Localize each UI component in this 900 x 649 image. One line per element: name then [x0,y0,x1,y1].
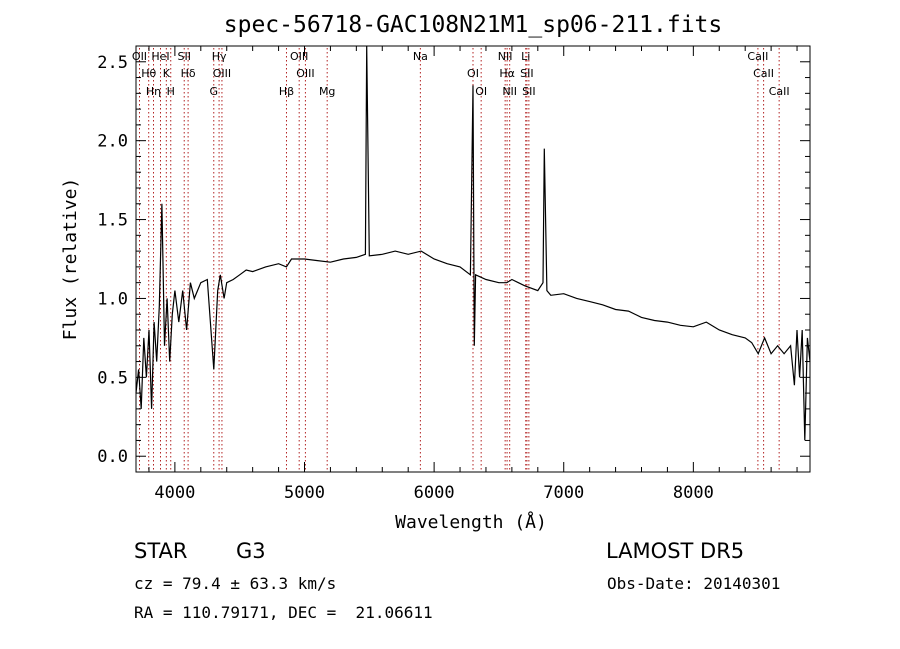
object-class: STAR [134,539,188,563]
spectral-line-label: K [163,67,171,80]
spectral-line-label: Hδ [181,67,196,80]
x-axis-label: Wavelength (Å) [395,511,547,533]
spectral-line-label: OI [475,85,487,98]
spectral-line-label: CaII [747,50,768,63]
spectrum-line [135,45,811,441]
x-tick-label: 4000 [154,483,195,503]
spectral-line-label: NII [498,50,513,63]
spectral-line-label: OIII [296,67,314,80]
spectral-line-label: Hγ [212,50,227,63]
survey-name: LAMOST DR5 [606,539,745,563]
spectral-line-label: HeI [151,50,169,63]
x-tick-label: 8000 [673,483,714,503]
spectral-line-label: Li [521,50,530,63]
observation-date: Obs-Date: 20140301 [607,574,781,593]
redshift-readout: cz = 79.4 ± 63.3 km/s [134,574,337,593]
x-tick-label: 7000 [543,483,584,503]
spectral-line-label: SII [520,67,533,80]
spectral-line-label: Na [413,50,428,63]
x-tick-label: 5000 [284,483,325,503]
spectral-line-label: Mg [319,85,335,98]
spectral-line-label: G [210,85,219,98]
spectral-line-label: Hθ [141,67,156,80]
spectral-line-label: OI [467,67,479,80]
spectral-line-label: OIII [213,67,231,80]
spectral-line-label: SII [522,85,535,98]
spectral-line-label: CaII [753,67,774,80]
y-axis-label: Flux (relative) [60,178,81,341]
spectrum-chart: spec-56718-GAC108N21M1_sp06-211.fits OII… [60,12,811,533]
y-tick-label: 2.0 [97,132,128,152]
y-tick-label: 0.5 [97,368,128,388]
y-tick-label: 1.5 [97,211,128,231]
y-tick-label: 0.0 [97,447,128,467]
y-tick-label: 2.5 [97,53,128,73]
x-tick-label: 6000 [414,483,455,503]
spectral-line-label: Hα [499,67,515,80]
spectral-line-label: NII [502,85,517,98]
y-tick-label: 1.0 [97,289,128,309]
spectral-line-label: H [167,85,175,98]
coordinates-readout: RA = 110.79171, DEC = 21.06611 [134,603,433,622]
spectral-line-label: CaII [769,85,790,98]
spectral-line-label: Hη [146,85,161,98]
spectral-line-label: SII [177,50,190,63]
spectral-line-label: Hβ [279,85,294,98]
spectral-line-label: OII [132,50,147,63]
plot-frame [135,45,811,473]
spectral-subclass: G3 [236,539,266,563]
chart-title: spec-56718-GAC108N21M1_sp06-211.fits [224,12,723,38]
spectral-line-label: OIII [290,50,308,63]
